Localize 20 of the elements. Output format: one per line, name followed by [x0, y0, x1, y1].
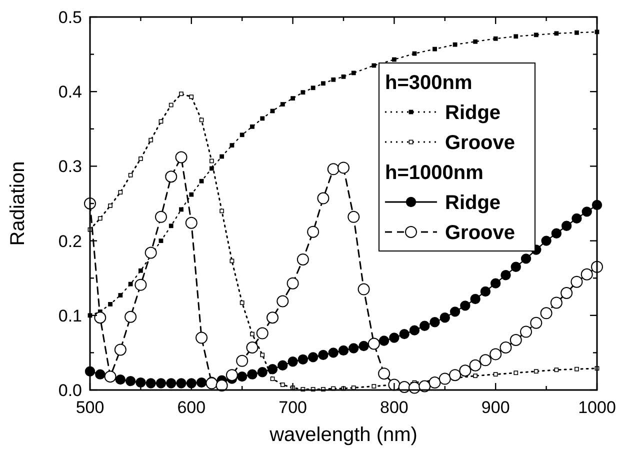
x-tick-label: 900 — [481, 398, 510, 417]
legend-label: Ridge — [445, 102, 501, 124]
annotation: h=300nm — [385, 72, 472, 94]
y-tick-label: 0.5 — [58, 8, 82, 27]
y-tick-label: 0.2 — [58, 232, 82, 251]
y-axis-title: Radiation — [7, 161, 29, 246]
x-tick-label: 800 — [380, 398, 408, 417]
x-axis-title: wavelength (nm) — [268, 424, 418, 446]
y-tick-label: 0.1 — [58, 306, 82, 326]
x-tick-label: 500 — [76, 398, 104, 417]
x-tick-label: 600 — [177, 398, 206, 417]
x-tick-label: 1000 — [578, 398, 616, 417]
y-tick-label: 0.4 — [58, 82, 82, 102]
y-tick-label: 0.0 — [58, 380, 82, 400]
legend-label: Groove — [445, 132, 516, 154]
legend-label: Groove — [445, 222, 516, 244]
x-tick-label: 700 — [278, 398, 307, 417]
y-tick-label: 0.3 — [58, 157, 82, 176]
annotation: h=1000nm — [385, 162, 484, 184]
legend-label: Ridge — [445, 192, 501, 214]
